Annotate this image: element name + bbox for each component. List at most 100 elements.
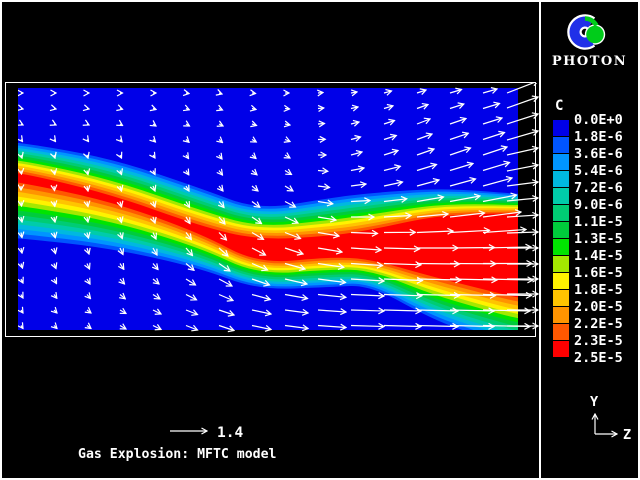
vector-arrow (186, 140, 189, 143)
vector-arrow (21, 233, 22, 238)
vector-arrow (185, 263, 194, 271)
vector-arrow (482, 212, 521, 218)
side-panel: PHOTON C 0.0E+0 1.8E-6 3.6E-6 5.4E-6 7.2E-6 9… (539, 2, 640, 478)
colorbar-swatch (553, 341, 569, 357)
vector-arrow (383, 151, 398, 156)
vector-arrow (54, 248, 56, 254)
boundary-vector-arrow (506, 198, 538, 201)
vector-arrow (152, 310, 161, 314)
vector-arrow (152, 279, 159, 284)
vector-arrow (285, 109, 290, 110)
vector-arrow (54, 202, 55, 207)
colorbar-swatch (553, 273, 569, 289)
vector-arrow (252, 109, 256, 110)
boundary-vector-arrow (506, 83, 538, 94)
vector-arrow (449, 133, 468, 141)
vector-arrow (350, 201, 370, 202)
vector-arrow (383, 91, 392, 93)
boundary-vector-arrow (506, 131, 538, 141)
vector-arrow (482, 133, 505, 141)
vector-arrow (350, 152, 362, 155)
vector-arrow (317, 262, 344, 268)
vector-arrow (54, 109, 56, 110)
vector-arrow (153, 217, 155, 223)
vector-arrow (87, 109, 89, 110)
vector-arrow (186, 232, 191, 240)
vector-arrow (251, 216, 262, 224)
vector-arrow (482, 195, 517, 203)
vector-arrow (482, 230, 526, 233)
vector-arrow (120, 264, 124, 270)
vector-arrow (449, 90, 462, 94)
vector-arrow (54, 171, 55, 175)
vector-arrow (383, 199, 407, 202)
vector-arrow (318, 108, 324, 109)
colorbar-swatch (553, 324, 569, 340)
vector-arrow (317, 186, 330, 188)
vector-arrow (119, 326, 126, 330)
vector-arrow (251, 324, 271, 330)
vector-arrow (186, 93, 189, 94)
colorbar (553, 120, 569, 358)
vector-arrow (317, 247, 342, 252)
vector-arrow (120, 217, 122, 223)
vector-arrow (383, 136, 396, 140)
vector-arrow (317, 233, 339, 237)
boundary-vector-arrow (506, 232, 538, 233)
vector-arrow (87, 295, 91, 299)
vector-arrow (350, 233, 378, 234)
vector-arrow (482, 310, 530, 311)
vector-arrow (416, 119, 430, 125)
vector-arrow (449, 279, 497, 280)
vector-arrow (317, 202, 333, 204)
vector-arrow (153, 124, 156, 126)
vector-arrow (416, 134, 432, 141)
vector-arrow (317, 124, 325, 125)
vector-arrow (54, 233, 55, 238)
vector-arrow (482, 89, 497, 93)
vector-arrow (87, 124, 89, 125)
vector-arrow (153, 140, 156, 143)
vector-arrow (449, 164, 473, 172)
colorbar-swatch (553, 188, 569, 204)
vector-arrow (120, 155, 122, 158)
vector-arrow (383, 106, 393, 109)
vector-arrow (416, 326, 458, 327)
vector-arrow (219, 186, 223, 191)
colorbar-label: 1.8E-6 (574, 129, 623, 145)
vector-arrow (185, 326, 198, 331)
vector-arrow (383, 216, 411, 218)
vector-arrow (153, 186, 155, 191)
colorbar-swatch (553, 239, 569, 255)
colorbar-swatch (553, 222, 569, 238)
vector-arrow (383, 310, 421, 311)
vector-arrow (21, 155, 22, 158)
boundary-vector-arrow (506, 114, 538, 125)
vector-arrow (153, 247, 157, 255)
contour-field (18, 88, 518, 330)
vector-arrow (482, 178, 512, 187)
vector-arrow (21, 279, 23, 283)
vector-arrow (251, 247, 266, 255)
vector-arrow (416, 105, 428, 109)
colorbar-swatch (553, 154, 569, 170)
velocity-vectors (21, 83, 538, 331)
vector-arrow (153, 202, 155, 208)
vector-arrow (185, 310, 198, 315)
vector-arrow (383, 248, 420, 249)
axis-indicator: Y Z (575, 392, 635, 452)
vector-arrow (186, 155, 189, 159)
vector-arrow (120, 140, 122, 142)
vector-arrow (87, 140, 89, 142)
boundary-vector-arrow (506, 182, 538, 187)
vector-arrow (54, 217, 55, 222)
vector-arrow (285, 124, 290, 125)
vector-arrow (284, 310, 308, 313)
colorbar-label: 2.3E-5 (574, 333, 623, 349)
vector-arrow (383, 326, 421, 327)
vector-arrow (120, 171, 122, 175)
axis-label-y: Y (590, 394, 599, 410)
colorbar-swatch (553, 171, 569, 187)
vector-arrow (350, 122, 359, 124)
vector-arrow (219, 171, 223, 176)
